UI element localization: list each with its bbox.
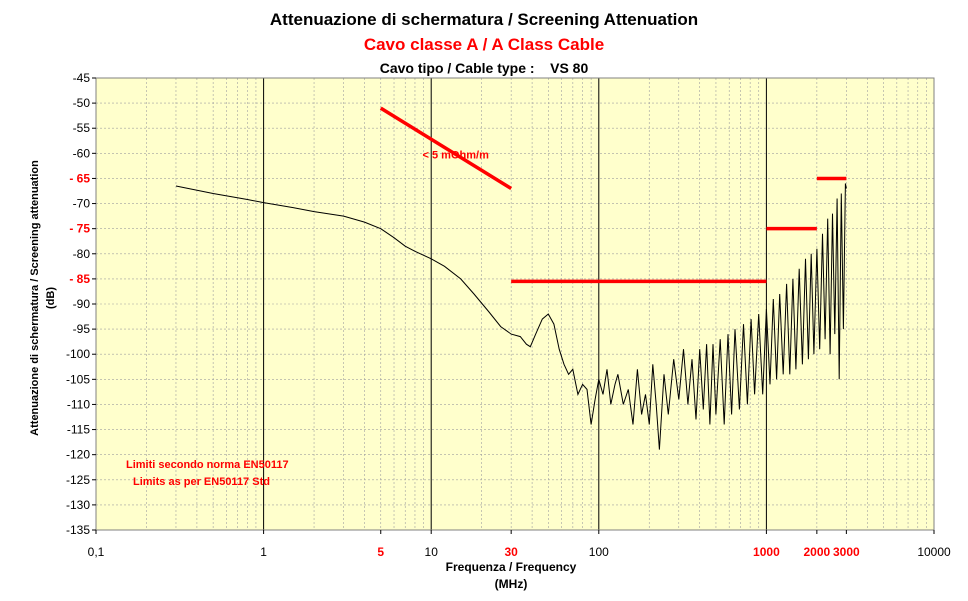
y-tick-label: -105 xyxy=(66,372,90,386)
x-tick-label: 5 xyxy=(377,545,384,559)
cable-type-value: VS 80 xyxy=(550,60,589,76)
x-tick-label: 30 xyxy=(504,545,518,559)
limit-lines xyxy=(379,106,847,284)
limits-note-line1: Limiti secondo norma EN50117 xyxy=(126,459,289,471)
y-tick-label: -130 xyxy=(66,498,90,512)
x-tick-label: 2000 xyxy=(804,545,831,559)
y-tick-label: -100 xyxy=(66,347,90,361)
x-axis-unit: (MHz) xyxy=(495,577,528,591)
y-tick-label: -125 xyxy=(66,473,90,487)
x-axis-ticks: 0,1 1 5 10 30 100 1000 2000 3000 10000 xyxy=(88,530,951,559)
y-tick-label: -80 xyxy=(73,247,91,261)
y-tick-label: - 75 xyxy=(69,222,90,236)
limits-note-line2: Limits as per EN50117 Std xyxy=(133,476,270,488)
y-tick-label: -60 xyxy=(73,146,91,160)
y-axis-title: Attenuazione di schermatura / Screening … xyxy=(29,160,41,436)
y-tick-label: - 65 xyxy=(69,171,90,185)
y-tick-label: -115 xyxy=(67,423,90,437)
x-tick-label: 3000 xyxy=(833,545,860,559)
y-tick-label: -135 xyxy=(66,523,90,537)
chart-subtitle: Cavo classe A / A Class Cable xyxy=(363,35,605,54)
cable-type-label: Cavo tipo / Cable type : xyxy=(379,60,535,76)
x-tick-label: 100 xyxy=(589,545,609,559)
y-axis-ticks: -45 -50 -55 -60 - 65 -70 - 75 -80 - 85 -90 -95 -100… xyxy=(66,71,96,537)
x-tick-label: 1000 xyxy=(753,545,780,559)
y-axis-unit: (dB) xyxy=(45,287,57,309)
series-group xyxy=(175,183,847,450)
x-tick-label: 10000 xyxy=(917,545,951,559)
y-tick-label: -55 xyxy=(73,121,91,135)
y-tick-label: -95 xyxy=(73,322,91,336)
plot-area xyxy=(96,78,934,530)
slope-limit-label: < 5 mOhm/m xyxy=(423,149,490,161)
x-tick-label: 0,1 xyxy=(88,545,105,559)
y-tick-label: -45 xyxy=(73,71,91,85)
attenuation-series-line xyxy=(175,183,847,450)
y-tick-label: -110 xyxy=(67,397,90,411)
x-tick-label: 10 xyxy=(425,545,439,559)
x-axis-title: Frequenza / Frequency xyxy=(446,560,577,574)
y-tick-label: -90 xyxy=(73,297,91,311)
y-tick-label: - 85 xyxy=(69,272,90,286)
y-tick-label: -120 xyxy=(66,448,90,462)
cable-type-line: Cavo tipo / Cable type : VS 80 xyxy=(0,60,968,76)
limit-line xyxy=(379,106,513,190)
y-tick-label: -50 xyxy=(73,96,91,110)
chart-title: Attenuazione di schermatura / Screening … xyxy=(269,10,699,29)
x-tick-label: 1 xyxy=(260,545,267,559)
major-gridlines xyxy=(263,78,767,530)
y-tick-label: -70 xyxy=(73,197,91,211)
